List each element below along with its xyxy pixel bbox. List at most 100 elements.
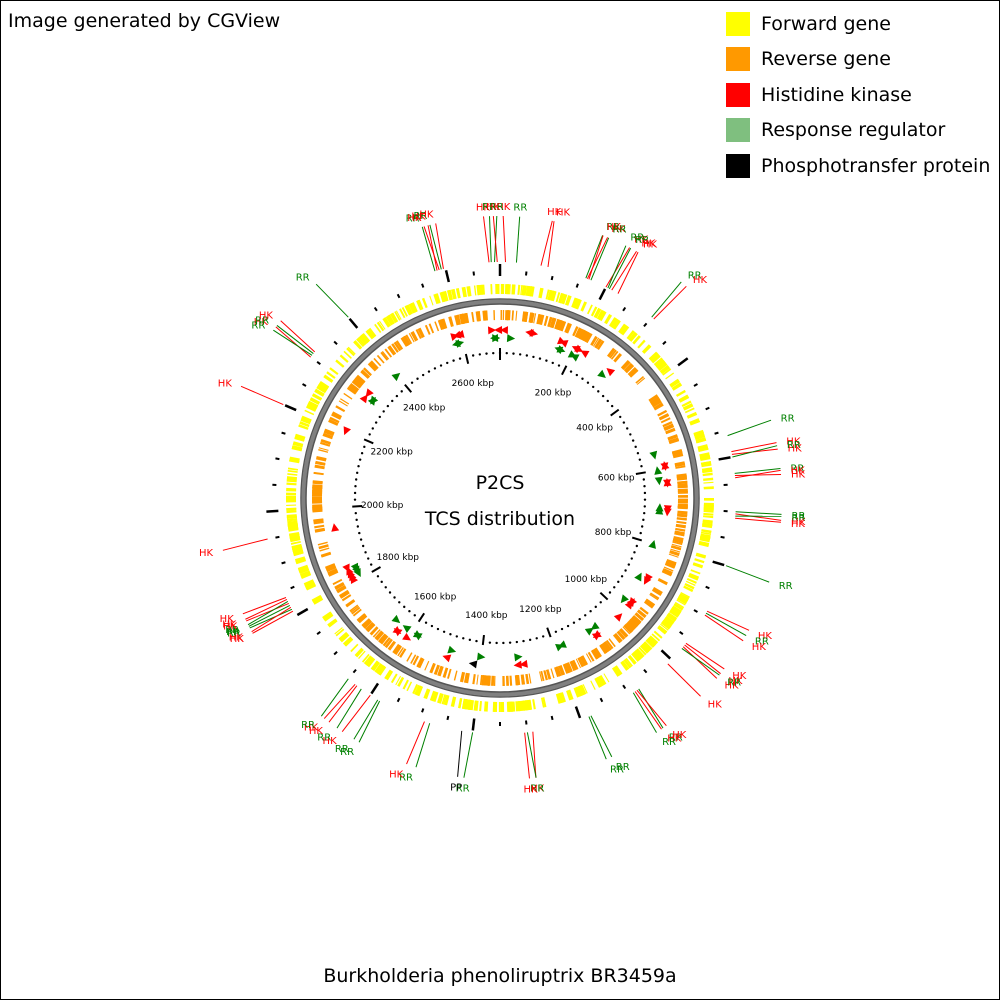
- forward-gene: [620, 661, 628, 671]
- rr-callout-line: [734, 468, 781, 474]
- reverse-gene: [653, 402, 664, 410]
- forward-gene: [686, 411, 698, 419]
- reverse-gene: [669, 550, 680, 556]
- rr-label: RR: [317, 732, 331, 743]
- reverse-gene: [672, 538, 684, 544]
- ruler-dot: [382, 410, 385, 413]
- reverse-gene: [554, 318, 561, 330]
- reverse-gene: [387, 345, 397, 356]
- reverse-gene: [677, 494, 688, 498]
- rr-marker: [654, 476, 663, 486]
- ruler-dot: [640, 525, 644, 528]
- forward-gene: [593, 307, 600, 318]
- rr-callout-line: [429, 224, 442, 270]
- forward-gene: [323, 374, 334, 383]
- rr-callout-line: [651, 281, 682, 318]
- ruler-dot: [353, 498, 357, 501]
- rr-marker: [455, 340, 465, 348]
- forward-gene: [645, 639, 655, 648]
- forward-gene: [395, 310, 402, 320]
- reverse-gene: [643, 600, 654, 609]
- reverse-gene: [600, 644, 608, 654]
- reverse-gene: [635, 612, 645, 621]
- reverse-gene: [533, 313, 537, 324]
- hk-callout-line: [682, 646, 718, 679]
- reverse-gene: [677, 480, 688, 484]
- forward-gene: [495, 284, 498, 295]
- outer-tick: [643, 322, 648, 328]
- rr-label: RR: [513, 203, 527, 214]
- outer-tick: [598, 288, 607, 301]
- hk-marker: [342, 563, 350, 573]
- forward-gene: [670, 380, 680, 388]
- ruler-dot: [388, 591, 392, 594]
- response-regulator-swatch: [726, 118, 750, 143]
- hk-label: HK: [791, 470, 806, 481]
- hk-marker: [494, 325, 503, 334]
- reverse-gene: [651, 399, 662, 408]
- outer-tick: [316, 630, 321, 635]
- reverse-gene: [540, 670, 545, 682]
- forward-gene: [379, 320, 386, 330]
- ruler-dot: [391, 399, 394, 403]
- rr-callout-line: [248, 604, 291, 627]
- reverse-gene: [619, 628, 628, 638]
- reverse-gene: [677, 505, 688, 509]
- forward-gene: [596, 676, 605, 687]
- forward-gene: [613, 320, 621, 330]
- forward-gene: [677, 595, 688, 605]
- ruler-dot: [475, 639, 478, 643]
- hk-callout-line: [245, 599, 288, 620]
- ruler-dot: [502, 641, 505, 645]
- forward-gene: [667, 613, 677, 621]
- outer-tick: [316, 361, 321, 366]
- forward-gene: [661, 620, 672, 630]
- reverse-gene: [579, 655, 587, 667]
- hk-callout-line: [634, 691, 662, 730]
- outer-tick: [446, 715, 450, 721]
- ruler-dot: [424, 621, 428, 624]
- forward-gene: [500, 701, 505, 712]
- outer-tick: [348, 317, 359, 329]
- rr-callout-line: [638, 688, 664, 729]
- forward-gene: [344, 638, 353, 647]
- hk-callout-line: [667, 663, 701, 697]
- reverse-gene: [313, 518, 324, 523]
- forward-gene: [305, 583, 316, 590]
- forward-gene: [365, 329, 375, 340]
- hk-label: HK: [304, 722, 319, 733]
- reverse-gene: [543, 670, 548, 681]
- ruler-dot: [560, 627, 564, 631]
- reverse-gene: [459, 671, 466, 683]
- reverse-gene: [312, 504, 323, 508]
- forward-gene: [633, 649, 643, 660]
- reverse-gene: [424, 660, 430, 671]
- forward-gene: [567, 689, 574, 701]
- forward-gene: [479, 701, 482, 712]
- rr-marker: [648, 540, 656, 549]
- hk-label: HK: [672, 730, 687, 741]
- forward-gene: [574, 298, 581, 310]
- forward-gene: [500, 284, 505, 295]
- forward-gene: [473, 700, 478, 711]
- forward-gene: [440, 291, 447, 302]
- rr-marker: [350, 562, 359, 572]
- forward-gene: [300, 571, 311, 577]
- forward-gene: [350, 643, 359, 653]
- reverse-gene: [437, 665, 443, 676]
- reverse-gene: [539, 671, 543, 682]
- outer-tick: [622, 684, 627, 690]
- rr-callout-line: [421, 226, 436, 272]
- reverse-gene: [395, 340, 404, 350]
- forward-gene: [360, 332, 371, 344]
- hk-label: HK: [530, 784, 545, 795]
- forward-gene: [299, 570, 310, 576]
- forward-gene: [365, 656, 374, 666]
- forward-gene: [698, 447, 709, 452]
- rr-callout-line: [489, 216, 492, 263]
- ruler-dot: [413, 614, 416, 617]
- forward-gene: [658, 625, 667, 634]
- hk-label: HK: [611, 224, 626, 235]
- rr-label: RR: [630, 233, 644, 244]
- ruler-dot: [356, 525, 360, 528]
